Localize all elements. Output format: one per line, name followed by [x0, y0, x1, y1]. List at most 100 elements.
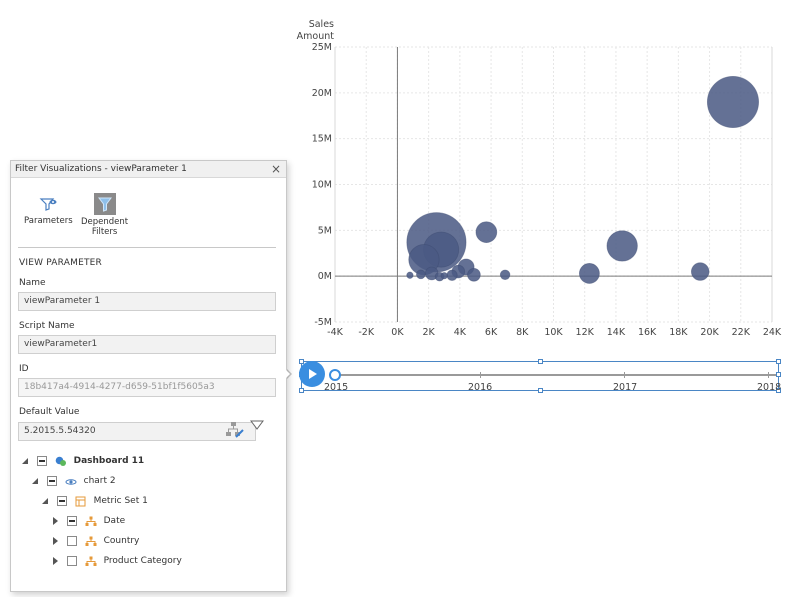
parameters-tab[interactable]: Parameters [24, 194, 73, 226]
y-axis-title-line1: Sales [309, 19, 334, 30]
tree-label-chart: chart 2 [83, 476, 116, 486]
x-tick-label: 18K [669, 327, 688, 338]
y-axis-title-line2: Amount [297, 31, 335, 42]
y-axis-ticks: -5M 0M 5M 10M 15M 20M 25M [312, 42, 332, 328]
y-tick-label: 10M [312, 180, 332, 191]
tree-label-dashboard: Dashboard 11 [73, 456, 145, 466]
timeline-year-label: 2017 [613, 382, 638, 393]
tree-node-metric-set[interactable]: Metric Set 1 [40, 494, 148, 508]
bubble-point [606, 230, 638, 262]
dependent-filters-tab[interactable]: Dependent Filters [81, 193, 128, 237]
y-tick-label: 5M [318, 225, 332, 236]
hierarchy-icon [85, 556, 97, 566]
tree-label-product-category: Product Category [103, 556, 182, 566]
bubble-point [440, 272, 448, 280]
gridlines [334, 46, 773, 323]
divider [18, 247, 276, 248]
x-tick-label: 22K [732, 327, 751, 338]
timeline-thumb[interactable] [329, 369, 341, 381]
resize-handle-tm[interactable] [538, 359, 543, 364]
close-icon[interactable]: × [270, 162, 281, 176]
x-tick-label: 0K [391, 327, 404, 338]
script-name-label: Script Name [19, 321, 75, 331]
x-axis-ticks: -4K -2K 0K 2K 4K 6K 8K 10K 12K 14K 16K 18K 20K 22K 24K [327, 327, 782, 338]
name-field[interactable]: viewParameter 1 [18, 292, 276, 311]
metric-set-icon [75, 496, 86, 506]
dependent-filters-icon [93, 193, 116, 215]
panel-title: Filter Visualizations - viewParameter 1 [15, 164, 187, 174]
resize-handle-tl[interactable] [299, 359, 304, 364]
dropdown-triangle-icon[interactable] [249, 419, 265, 431]
y-tick-label: 15M [312, 134, 332, 145]
hierarchy-icon [85, 536, 97, 546]
x-tick-label: 12K [576, 327, 595, 338]
x-tick-label: 16K [638, 327, 657, 338]
dependent-filters-label-1: Dependent [81, 217, 129, 227]
x-tick-label: 6K [485, 327, 498, 338]
expand-triangle-icon[interactable] [50, 516, 60, 526]
script-name-field[interactable]: viewParameter1 [18, 335, 276, 354]
timeline-tick [768, 372, 769, 378]
tree-node-date[interactable]: Date [50, 514, 125, 528]
date-timeline-slider[interactable]: 2015 2016 2017 2018 [299, 359, 782, 393]
bubble-chart: -5M 0M 5M 10M 15M 20M 25M -4K -2K 0K 2K 4K 6K 8K 10K 1… [297, 19, 782, 338]
resize-handle-bl[interactable] [299, 388, 304, 393]
expand-triangle-icon[interactable] [50, 536, 60, 546]
dependent-filters-label-2: Filters [91, 227, 118, 237]
tree-node-dashboard[interactable]: Dashboard 11 [20, 454, 144, 468]
resize-handle-bm[interactable] [538, 388, 543, 393]
timeline-year-label: 2016 [468, 382, 493, 393]
timeline-year-label: 2015 [324, 382, 349, 393]
tree-checkbox[interactable] [66, 536, 77, 546]
collapse-triangle-icon[interactable] [20, 456, 30, 466]
chart-icon [65, 478, 77, 485]
resize-handle-tr[interactable] [776, 359, 781, 364]
tree-checkbox[interactable] [36, 456, 47, 466]
id-field: 18b417a4-4914-4277-d659-51bf1f5605a3 [18, 378, 276, 397]
bubble-point [446, 269, 458, 281]
parameters-icon [39, 198, 57, 211]
resize-handle-mr[interactable] [776, 372, 781, 377]
dashboard-icon [55, 456, 66, 466]
resize-handle-br[interactable] [776, 388, 781, 393]
play-button[interactable] [299, 361, 325, 387]
bubble-point [691, 262, 710, 281]
timeline-year-label: 2018 [757, 382, 782, 393]
y-tick-label: -5M [314, 317, 332, 328]
bubble-point [578, 263, 600, 284]
tree-label-country: Country [103, 536, 140, 546]
x-tick-label: -2K [358, 327, 374, 338]
bubble-point [706, 76, 759, 129]
collapse-triangle-icon[interactable] [40, 496, 50, 506]
tree-checkbox[interactable] [46, 476, 57, 486]
x-tick-label: 2K [423, 327, 436, 338]
collapse-triangle-icon[interactable] [30, 476, 40, 486]
x-tick-label: 14K [607, 327, 626, 338]
tree-checkbox[interactable] [66, 516, 77, 526]
hierarchy-icon [85, 516, 97, 526]
bubble-point [499, 269, 511, 280]
timeline-track[interactable] [336, 374, 776, 376]
filter-visualizations-panel: Filter Visualizations - viewParameter 1 … [10, 160, 287, 592]
name-label: Name [19, 278, 46, 288]
tree-node-chart[interactable]: chart 2 [30, 474, 116, 488]
y-tick-label: 20M [312, 88, 332, 99]
value-picker-icon[interactable] [225, 421, 245, 439]
tree-checkbox[interactable] [66, 556, 77, 566]
timeline-tick [624, 372, 625, 378]
expand-triangle-icon[interactable] [50, 556, 60, 566]
bubble-point [475, 221, 498, 243]
x-tick-label: 20K [700, 327, 719, 338]
tree-label-metric-set: Metric Set 1 [93, 496, 148, 506]
play-icon [309, 369, 317, 379]
x-tick-label: -4K [327, 327, 343, 338]
tree-checkbox[interactable] [56, 496, 67, 506]
section-title: VIEW PARAMETER [19, 258, 103, 268]
bubble-point [467, 267, 481, 282]
panel-pointer-inner [283, 367, 290, 381]
x-tick-label: 8K [516, 327, 529, 338]
bubbles [406, 76, 759, 284]
tree-node-country[interactable]: Country [50, 534, 139, 548]
tree-node-product-category[interactable]: Product Category [50, 554, 182, 568]
default-value-field[interactable]: 5.2015.5.54320 [18, 422, 256, 441]
